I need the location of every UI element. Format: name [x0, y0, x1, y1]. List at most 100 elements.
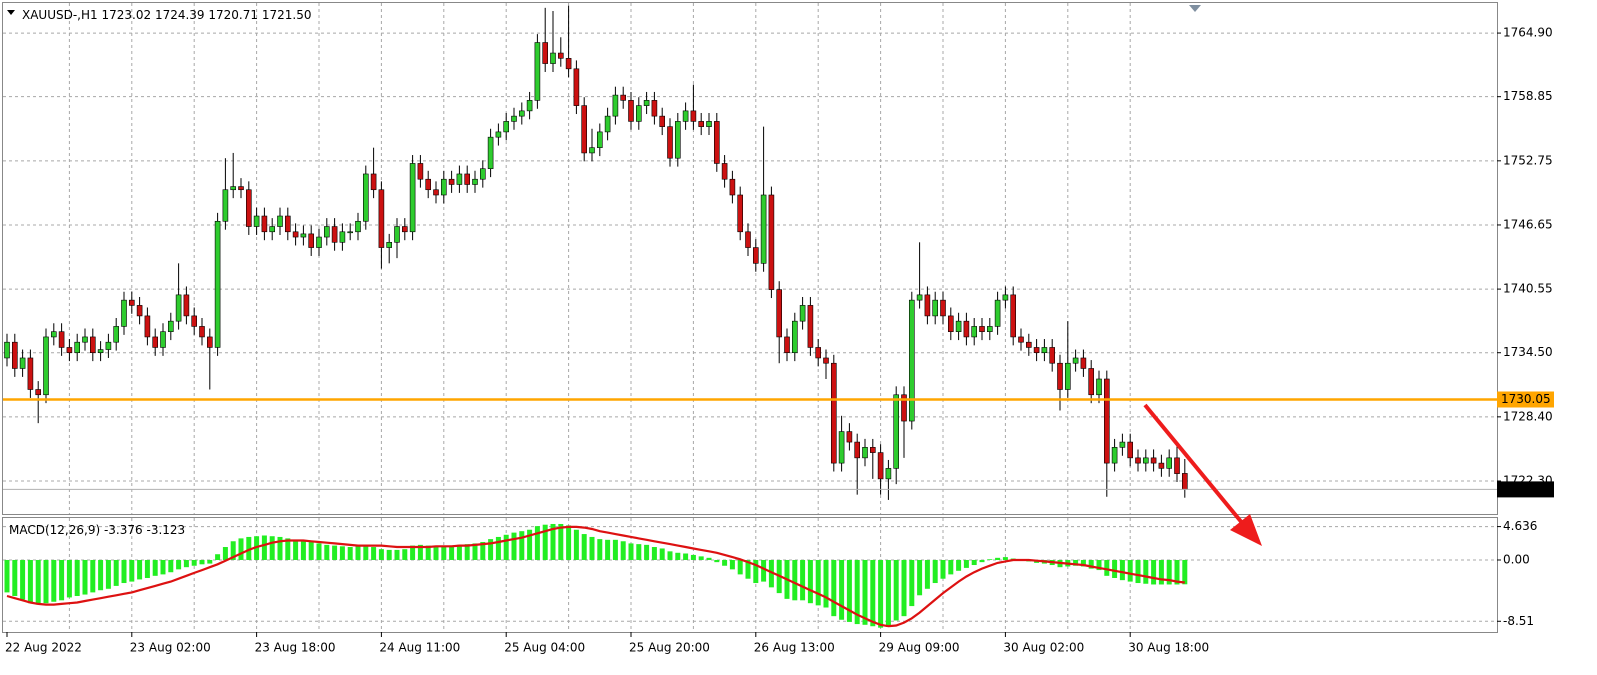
macd-bar: [675, 552, 681, 560]
candle-body: [97, 349, 104, 354]
candle-body: [581, 105, 588, 154]
candle-body: [495, 131, 502, 138]
macd-bar: [1182, 559, 1188, 585]
candle-body: [1119, 441, 1126, 448]
macd-bar: [66, 559, 72, 598]
macd-bar: [425, 545, 431, 560]
close-label: 1721.50: [262, 8, 312, 22]
macd-bar: [956, 559, 962, 571]
macd-bar: [605, 539, 611, 560]
candle-body: [947, 315, 954, 332]
macd-bar: [519, 531, 525, 560]
candle-body: [791, 320, 798, 354]
candle-body: [893, 394, 900, 469]
candle-body: [534, 42, 541, 101]
macd-bar: [1073, 559, 1079, 566]
y-tick-label: 1740.55: [1503, 282, 1553, 296]
macd-bar: [1174, 559, 1180, 585]
candle-body: [35, 389, 42, 396]
macd-bar: [324, 544, 330, 560]
macd-bar: [4, 559, 10, 593]
macd-bar: [472, 543, 478, 560]
macd-bar: [456, 544, 462, 560]
macd-bar: [1143, 559, 1149, 584]
candle-body: [90, 336, 96, 354]
macd-bar: [371, 547, 377, 560]
candle-body: [737, 194, 744, 233]
macd-bar: [870, 559, 876, 627]
candle-body: [698, 121, 705, 127]
candle-body: [253, 215, 260, 227]
candle-body: [355, 220, 361, 233]
macd-bar: [987, 559, 993, 560]
x-tick-label: 25 Aug 04:00: [504, 641, 585, 655]
candle-body: [604, 115, 611, 133]
candle-body: [487, 136, 494, 170]
macd-bar: [839, 559, 845, 620]
last-price-label: 1721.50: [1501, 482, 1551, 496]
macd-bar: [534, 526, 540, 560]
macd-bar: [550, 523, 556, 560]
macd-bar: [948, 559, 954, 575]
candle-body: [745, 231, 751, 248]
candle-body: [854, 441, 861, 459]
macd-bar: [1127, 559, 1133, 582]
macd-bar: [581, 534, 587, 560]
macd-bar: [503, 534, 509, 560]
macd-bar: [488, 539, 494, 560]
level-label: 1730.05: [1501, 392, 1551, 406]
macd-bar: [1151, 559, 1157, 585]
candle-body: [573, 68, 580, 106]
candle-body: [1026, 341, 1032, 348]
macd-bar: [378, 549, 384, 560]
candle-body: [1135, 457, 1141, 464]
high-label: 1724.39: [155, 8, 205, 22]
macd-bar: [113, 559, 119, 586]
candle-body: [121, 299, 127, 327]
macd-panel: [2, 517, 1498, 633]
candle-body: [807, 305, 814, 348]
macd-bar: [612, 539, 618, 560]
candle-body: [207, 336, 213, 348]
macd-bar: [74, 559, 80, 596]
candle-body: [503, 121, 510, 133]
candle-body: [230, 186, 236, 191]
macd-bar: [1166, 559, 1172, 585]
y-tick-label: 1746.65: [1503, 217, 1553, 231]
candle-body: [713, 121, 720, 164]
shift-marker[interactable]: [1189, 5, 1201, 12]
macd-bar: [558, 523, 564, 560]
macd-bar: [269, 536, 275, 560]
macd-bar: [745, 559, 751, 579]
candle-body: [986, 326, 993, 332]
macd-bar: [363, 544, 369, 560]
macd-bar: [105, 559, 111, 589]
macd-bar: [979, 559, 985, 563]
macd-bar: [160, 559, 166, 575]
macd-bar: [246, 536, 252, 560]
macd-bar: [511, 532, 517, 560]
macd-bar: [1119, 559, 1125, 581]
candle-body: [175, 294, 182, 322]
candle-body: [331, 226, 338, 243]
candle-body: [932, 299, 939, 317]
macd-bar: [207, 559, 213, 564]
candle-body: [776, 289, 783, 338]
macd-bar: [761, 559, 767, 582]
candle-body: [417, 163, 424, 180]
candle-body: [144, 315, 151, 338]
candle-body: [199, 326, 205, 338]
macd-bar: [644, 544, 650, 560]
x-tick-label: 24 Aug 11:00: [379, 641, 460, 655]
candle-body: [347, 231, 354, 234]
macd-bar: [573, 529, 579, 560]
candle-body: [238, 186, 244, 191]
arrow-shaft: [1143, 403, 1245, 526]
candle-body: [565, 58, 572, 70]
x-tick-label: 23 Aug 02:00: [130, 641, 211, 655]
macd-bar: [909, 559, 915, 607]
macd-bar: [963, 559, 969, 568]
menu-triangle[interactable]: [7, 10, 15, 15]
macd-bar: [542, 524, 548, 560]
macd-bar: [449, 545, 455, 560]
